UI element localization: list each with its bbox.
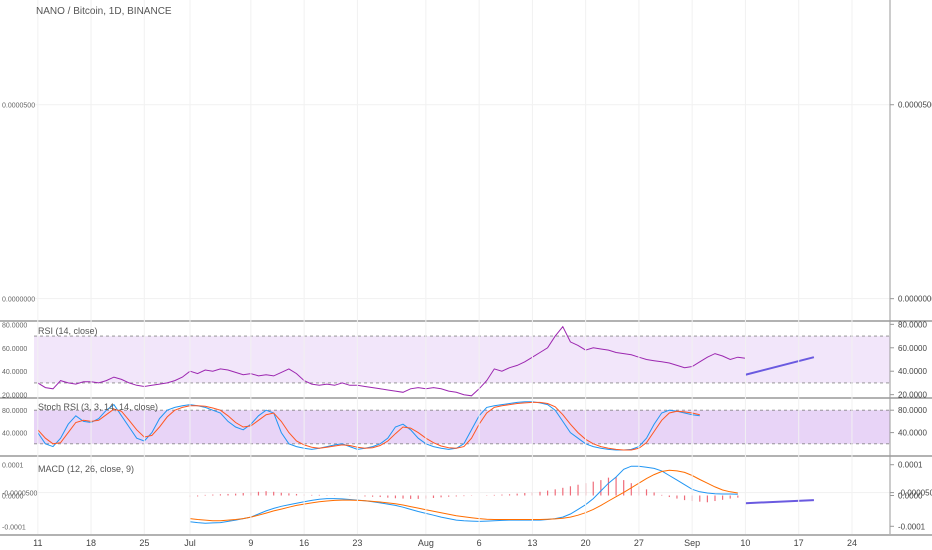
time-tick-label: Sep <box>684 538 700 548</box>
rsi-tick-label-left: 20.0000 <box>2 393 27 400</box>
price-tick-label-right: -0.0000500 <box>898 489 932 498</box>
time-tick-label: 24 <box>847 538 857 548</box>
time-tick-label: 11 <box>33 538 42 548</box>
price-pane: 0.00075000.00075000.00070000.00070000.00… <box>0 101 932 498</box>
rsi-tick-label-left: 80.0000 <box>2 322 27 329</box>
time-tick-label: 6 <box>477 538 482 548</box>
price-tick-label-right: 0.0000000 <box>898 295 932 304</box>
rsi-tick-label: 80.0000 <box>898 320 927 329</box>
stoch-tick-label: 80.0000 <box>898 406 927 415</box>
time-tick-label: 25 <box>139 538 149 548</box>
stoch-label: Stoch RSI (3, 3, 14, 14, close) <box>38 402 158 412</box>
time-tick-label: 18 <box>86 538 96 548</box>
rsi-tick-label-left: 40.0000 <box>2 369 27 376</box>
time-tick-label: Jul <box>184 538 196 548</box>
rsi-tick-label-left: 60.0000 <box>2 346 27 353</box>
rsi-label: RSI (14, close) <box>38 326 98 336</box>
time-tick-label: 13 <box>527 538 537 548</box>
rsi-divergence-line <box>745 356 815 376</box>
time-tick-label: 27 <box>634 538 644 548</box>
price-tick-label-left: 0.0000500 <box>2 103 35 110</box>
rsi-tick-label: 20.0000 <box>898 391 927 400</box>
stoch-d-line <box>37 401 700 451</box>
time-tick-label: 23 <box>352 538 362 548</box>
stoch-k-line <box>37 401 700 451</box>
macd-divergence-line <box>745 499 814 505</box>
time-tick-label: 20 <box>581 538 591 548</box>
price-tick-label-left: -0.0000500 <box>2 491 38 498</box>
rsi-tick-label: 40.0000 <box>898 367 927 376</box>
stoch-tick-label-left: 40.0000 <box>2 431 27 438</box>
time-tick-label: 9 <box>248 538 253 548</box>
stoch-band <box>34 410 890 444</box>
macd-tick-label-left: 0.0001 <box>2 463 24 470</box>
time-tick-label: 17 <box>794 538 804 548</box>
macd-tick-label: -0.0001 <box>898 522 926 531</box>
macd-label: MACD (12, 26, close, 9) <box>38 464 134 474</box>
stoch-pane: 80.0000 80.0000 40.0000 40.0000 <box>0 401 932 457</box>
macd-tick-label: 0.0000 <box>898 492 923 501</box>
chart-title: NANO / Bitcoin, 1D, BINANCE <box>36 6 172 17</box>
price-tick-label-right: 0.0000500 <box>898 101 932 110</box>
macd-tick-label: 0.0001 <box>898 461 923 470</box>
stoch-tick-label-left: 80.0000 <box>2 408 27 415</box>
rsi-line <box>37 325 746 397</box>
macd-tick-label-left: -0.0001 <box>2 524 26 531</box>
price-tick-label-left: 0.0000000 <box>2 297 35 304</box>
time-tick-label: 16 <box>299 538 309 548</box>
stoch-tick-label: 40.0000 <box>898 429 927 438</box>
time-tick-label: Aug <box>418 538 434 548</box>
macd-pane: 0.0001 0.0001 0.0000 0.0000 -0.0001 -0.0001 <box>0 461 932 536</box>
macd-line <box>189 465 738 524</box>
time-tick-label: 10 <box>740 538 750 548</box>
macd-signal-line <box>189 469 738 522</box>
rsi-band <box>34 336 890 383</box>
rsi-pane: 80.0000 80.0000 60.0000 60.0000 40.0000 40.00… <box>0 320 932 400</box>
rsi-tick-label: 60.0000 <box>898 344 927 353</box>
time-axis: 11 18 25 Jul 9 16 23 Aug 6 13 20 27 Sep 10 17 24 <box>33 0 891 548</box>
macd-tick-label-left: 0.0000 <box>2 494 24 501</box>
